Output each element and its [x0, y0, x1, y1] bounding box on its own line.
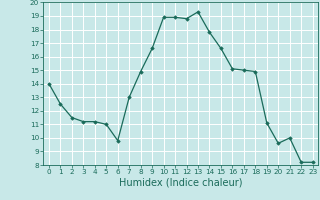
- X-axis label: Humidex (Indice chaleur): Humidex (Indice chaleur): [119, 178, 243, 188]
